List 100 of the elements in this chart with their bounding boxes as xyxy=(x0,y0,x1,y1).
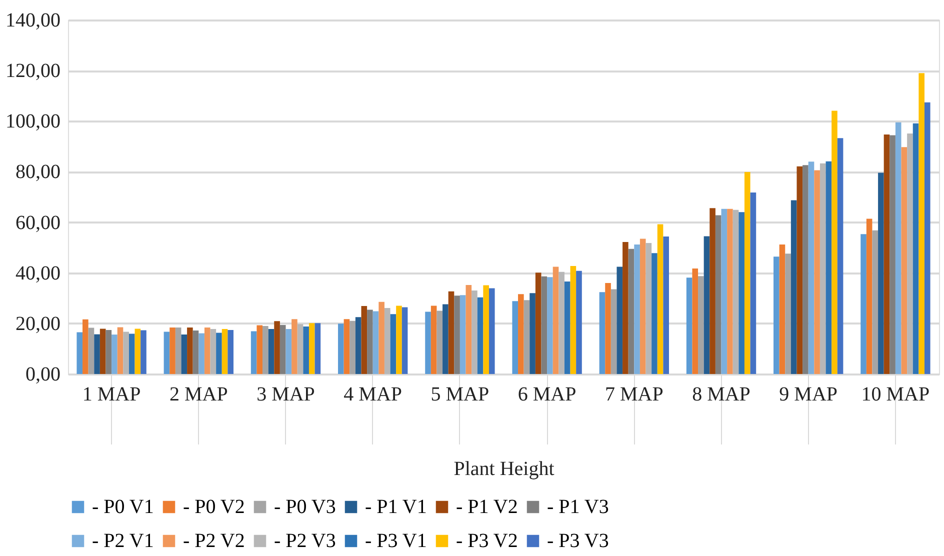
bar xyxy=(924,102,930,374)
legend-label: - P3 V2 xyxy=(456,530,518,552)
bar xyxy=(297,324,304,374)
bar xyxy=(901,147,908,374)
legend-label: - P0 V3 xyxy=(274,496,336,518)
bar xyxy=(541,276,548,374)
bar xyxy=(198,333,204,374)
legend-label: - P1 V2 xyxy=(456,496,518,518)
bar xyxy=(268,328,274,374)
bar xyxy=(732,210,739,374)
bar xyxy=(228,330,234,374)
bar xyxy=(912,123,919,374)
bar xyxy=(472,290,478,374)
bar xyxy=(715,215,722,374)
bar xyxy=(128,334,135,374)
bar xyxy=(448,291,454,374)
bar xyxy=(314,323,321,374)
bar xyxy=(250,331,257,374)
bar xyxy=(547,277,553,374)
bar xyxy=(88,328,94,374)
bar xyxy=(837,138,844,374)
bar xyxy=(576,270,582,374)
bar xyxy=(117,327,124,374)
bar xyxy=(570,266,576,374)
bar xyxy=(488,288,495,374)
bar xyxy=(442,304,448,374)
y-tick-label: 40,00 xyxy=(16,262,60,284)
bar xyxy=(210,328,216,374)
bar xyxy=(564,281,570,374)
y-tick-label: 0,00 xyxy=(26,364,60,386)
bar xyxy=(616,266,623,374)
y-tick-label: 60,00 xyxy=(16,212,60,234)
bar xyxy=(216,332,222,374)
bar xyxy=(344,319,350,374)
legend-label: - P1 V1 xyxy=(365,496,427,518)
bar xyxy=(524,300,530,374)
x-tick-label: 6 MAP xyxy=(518,384,576,406)
bar xyxy=(866,218,872,374)
bar xyxy=(466,284,472,374)
bar xyxy=(895,122,902,374)
bar xyxy=(535,272,542,374)
bar xyxy=(355,317,362,374)
bar xyxy=(890,135,896,374)
bar xyxy=(292,319,298,374)
x-tick-label: 5 MAP xyxy=(430,384,490,406)
bar xyxy=(256,325,263,374)
bar xyxy=(721,208,728,374)
x-tick-label: 2 MAP xyxy=(169,384,228,406)
bar xyxy=(134,328,141,374)
bar xyxy=(692,268,698,374)
bar xyxy=(367,310,373,374)
bar xyxy=(657,224,664,374)
bar xyxy=(832,110,838,374)
bar xyxy=(204,327,210,374)
bar xyxy=(610,289,617,374)
bar xyxy=(744,172,750,374)
x-tick-label: 7 MAP xyxy=(604,384,664,406)
y-tick-label: 80,00 xyxy=(16,161,60,184)
bar xyxy=(814,170,820,374)
bar xyxy=(402,307,408,374)
bar xyxy=(372,311,379,374)
bar xyxy=(518,294,524,374)
bar xyxy=(663,236,669,374)
bar xyxy=(826,161,832,374)
bar xyxy=(262,326,268,374)
y-tick-label: 120,00 xyxy=(6,60,60,82)
legend-label: - P2 V2 xyxy=(183,530,245,552)
bar xyxy=(599,292,606,374)
bar xyxy=(112,334,118,374)
bar xyxy=(454,296,460,374)
y-tick-label: 100,00 xyxy=(6,110,60,133)
bar xyxy=(286,328,292,374)
bar xyxy=(338,324,344,374)
bar xyxy=(774,256,780,374)
bar xyxy=(878,172,884,374)
legend-label: - P3 V1 xyxy=(365,530,427,552)
bar xyxy=(94,334,100,374)
bar xyxy=(361,306,368,374)
bar xyxy=(512,301,518,374)
bar xyxy=(558,272,564,374)
bar xyxy=(123,332,129,374)
bar xyxy=(796,166,803,374)
bar xyxy=(140,330,146,374)
bar xyxy=(175,327,182,374)
x-tick-label: 9 MAP xyxy=(779,384,838,406)
bar xyxy=(430,306,437,374)
bar xyxy=(187,327,193,374)
bar xyxy=(170,327,176,374)
bar xyxy=(82,319,88,374)
bar xyxy=(628,248,634,374)
bar xyxy=(646,243,652,374)
bar xyxy=(808,162,814,374)
x-axis-title: Plant Height xyxy=(454,458,555,480)
bar xyxy=(622,242,628,374)
bar xyxy=(820,163,826,374)
bar xyxy=(384,308,390,374)
bar xyxy=(530,293,536,374)
bar xyxy=(790,200,797,374)
bar xyxy=(181,334,188,374)
x-tick-label: 3 MAP xyxy=(256,384,315,406)
